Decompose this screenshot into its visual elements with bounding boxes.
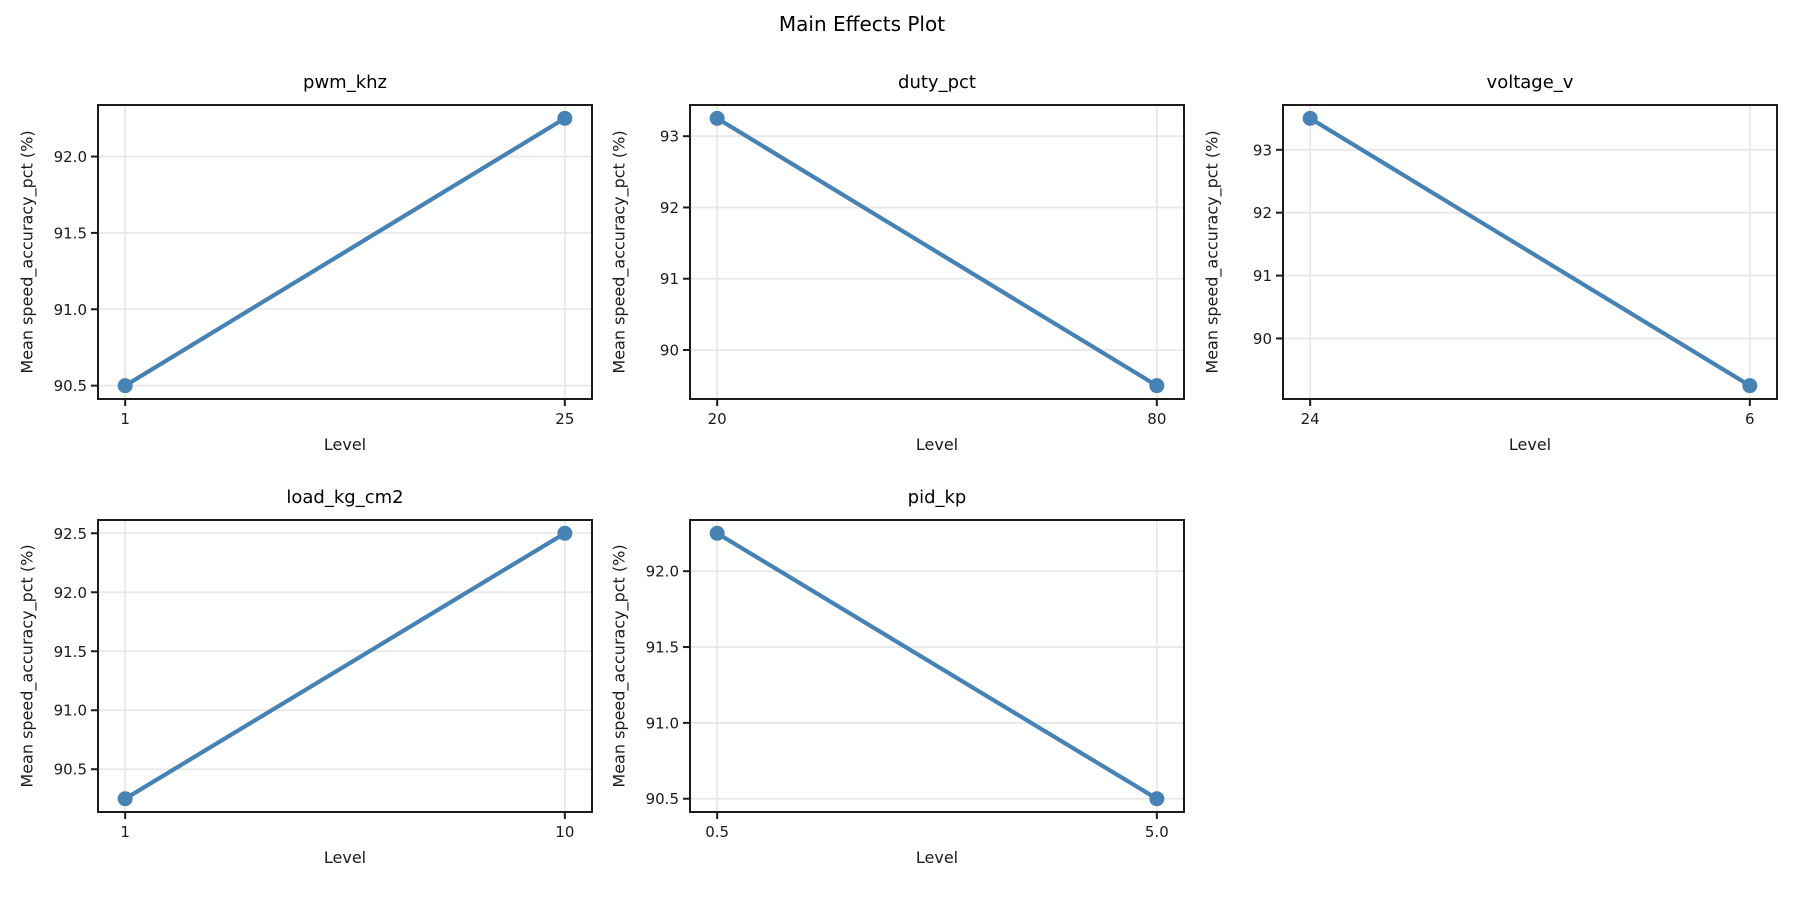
y-tick-label: 90 bbox=[660, 342, 679, 360]
axes-border bbox=[97, 519, 593, 813]
figure-suptitle: Main Effects Plot bbox=[778, 12, 946, 36]
subplot-pwm-khz: 90.5 91.0 91.5 92.0 1 25 pwm_khz Level Mean s… bbox=[0, 55, 615, 467]
y-axis-label: Mean speed_accuracy_pct (%) bbox=[609, 544, 629, 788]
y-axis-label: Mean speed_accuracy_pct (%) bbox=[17, 544, 37, 788]
subplot-canvas-pwm-khz: 90.5 91.0 91.5 92.0 1 25 bbox=[54, 104, 593, 428]
x-tick-label: 6 bbox=[1745, 410, 1755, 428]
subplot-canvas-load-kg-cm2: 90.5 91.0 91.5 92.0 92.5 1 10 bbox=[54, 519, 593, 841]
y-tick-label: 93 bbox=[660, 128, 679, 146]
x-axis-label: Level bbox=[323, 848, 367, 867]
y-tick-label: 90 bbox=[1253, 330, 1272, 348]
subplot-title: voltage_v bbox=[1486, 72, 1574, 93]
y-tick-label: 91.5 bbox=[646, 639, 679, 657]
y-tick-label: 92.0 bbox=[54, 148, 87, 166]
data-point bbox=[557, 525, 573, 541]
x-tick-label: 0.5 bbox=[705, 823, 729, 841]
y-tick-label: 92 bbox=[1253, 204, 1272, 222]
y-tick-label: 90.5 bbox=[646, 790, 679, 808]
y-axis-label: Mean speed_accuracy_pct (%) bbox=[609, 130, 629, 374]
x-axis-label: Level bbox=[1508, 435, 1552, 454]
y-axis-label: Mean speed_accuracy_pct (%) bbox=[17, 130, 37, 374]
x-tick-label: 25 bbox=[555, 410, 574, 428]
y-tick-label: 92.0 bbox=[646, 563, 679, 581]
x-tick-label: 24 bbox=[1301, 410, 1320, 428]
subplot-canvas-duty-pct: 90 91 92 93 20 80 bbox=[660, 104, 1185, 428]
y-tick-label: 90.5 bbox=[54, 761, 87, 779]
x-axis-label: Level bbox=[915, 435, 959, 454]
data-point bbox=[1742, 378, 1758, 394]
x-tick-label: 1 bbox=[120, 823, 130, 841]
subplot-title: pwm_khz bbox=[303, 72, 387, 93]
series-line bbox=[716, 116, 1158, 388]
series-line bbox=[716, 531, 1158, 801]
data-point bbox=[1302, 110, 1318, 126]
x-tick-label: 80 bbox=[1147, 410, 1166, 428]
data-point bbox=[1149, 378, 1165, 394]
axes-border bbox=[1282, 104, 1778, 400]
y-tick-label: 93 bbox=[1253, 141, 1272, 159]
axes-border bbox=[689, 104, 1185, 400]
y-tick-label: 91.5 bbox=[54, 224, 87, 242]
x-axis-label: Level bbox=[915, 848, 959, 867]
subplot-title: duty_pct bbox=[898, 72, 976, 93]
y-tick-label: 92.0 bbox=[54, 584, 87, 602]
series-line bbox=[1309, 116, 1751, 388]
data-point bbox=[557, 110, 573, 126]
x-tick-label: 1 bbox=[120, 410, 130, 428]
subplot-canvas-pid-kp: 90.5 91.0 91.5 92.0 0.5 5.0 bbox=[646, 519, 1185, 841]
data-point bbox=[709, 525, 725, 541]
y-tick-label: 90.5 bbox=[54, 377, 87, 395]
x-axis-label: Level bbox=[323, 435, 367, 454]
subplot-load-kg-cm2: 90.5 91.0 91.5 92.0 92.5 1 10 load_kg_cm2 Leve… bbox=[0, 468, 615, 880]
subplot-title: load_kg_cm2 bbox=[286, 487, 404, 508]
y-tick-label: 91.0 bbox=[646, 714, 679, 732]
x-tick-label: 20 bbox=[708, 410, 727, 428]
y-tick-label: 91.0 bbox=[54, 702, 87, 720]
subplot-canvas-voltage-v: 90 91 92 93 24 6 bbox=[1253, 104, 1778, 428]
y-tick-label: 91 bbox=[1253, 267, 1272, 285]
data-point bbox=[117, 791, 133, 807]
subplot-duty-pct: 90 91 92 93 20 80 duty_pct Level Mean speed_a… bbox=[592, 55, 1207, 467]
axes-border bbox=[689, 519, 1185, 813]
y-axis-label: Mean speed_accuracy_pct (%) bbox=[1202, 130, 1222, 374]
data-point bbox=[709, 110, 725, 126]
y-tick-label: 91 bbox=[660, 270, 679, 288]
series-line bbox=[124, 116, 566, 388]
subplot-pid-kp: 90.5 91.0 91.5 92.0 0.5 5.0 pid_kp Level Mean… bbox=[592, 468, 1207, 880]
y-tick-label: 91.5 bbox=[54, 643, 87, 661]
subplot-title: pid_kp bbox=[907, 487, 967, 508]
series-line bbox=[124, 531, 566, 801]
y-tick-label: 92.5 bbox=[54, 525, 87, 543]
data-point bbox=[117, 378, 133, 394]
axes-border bbox=[97, 104, 593, 400]
y-tick-label: 91.0 bbox=[54, 301, 87, 319]
x-tick-label: 5.0 bbox=[1145, 823, 1169, 841]
data-point bbox=[1149, 791, 1165, 807]
y-tick-label: 92 bbox=[660, 199, 679, 217]
subplot-voltage-v: 90 91 92 93 24 6 voltage_v Level Mean speed_a… bbox=[1185, 55, 1800, 467]
x-tick-label: 10 bbox=[555, 823, 574, 841]
